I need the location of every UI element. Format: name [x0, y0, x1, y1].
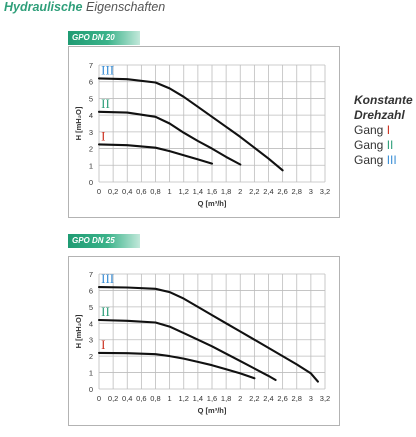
chart-2-model-tag: GPO DN 25: [68, 234, 140, 248]
x-tick-label: 2,4: [263, 187, 273, 196]
x-tick-label: 3: [309, 394, 313, 403]
page-title-bold: Hydraulische: [4, 0, 83, 14]
x-tick-label: 1,8: [221, 394, 231, 403]
y-tick-label: 4: [89, 111, 93, 120]
series-line-gang-3: [97, 77, 284, 172]
x-tick-label: 1,4: [193, 394, 203, 403]
x-tick-label: 1,8: [221, 187, 231, 196]
x-tick-label: 1,6: [207, 187, 217, 196]
x-tick-label: 2: [238, 187, 242, 196]
chart-2-svg: 0 0,2 0,4 0,6 0,8 1 1,2 1,4 1,6 1,8 2 2,2 2,4 2,6 2,8 3…: [74, 270, 330, 415]
page-title: Hydraulische Eigenschaften: [4, 0, 165, 14]
x-tick-label: 3,2: [320, 394, 330, 403]
y-tick-label: 6: [89, 78, 93, 87]
x-tick-label: 1: [168, 187, 172, 196]
x-tick-label: 0: [97, 394, 101, 403]
x-tick-label: 0,8: [150, 394, 160, 403]
legend-item-gang-1: Gang I: [354, 123, 413, 138]
legend-gang-word: Gang: [354, 153, 384, 167]
series-label-gang-3: III: [101, 62, 114, 77]
legend-gang-2-label: II: [386, 138, 394, 152]
x-tick-label: 2: [238, 394, 242, 403]
series-label-gang-1: I: [101, 128, 105, 143]
x-tick-label: 1: [168, 394, 172, 403]
chart-1-svg: 0 0,2 0,4 0,6 0,8 1 1,2 1,4 1,6 1,8 2 2,2 2,4 2,6 2,8 3…: [74, 61, 330, 208]
y-axis-label: H [mH₂O]: [74, 314, 83, 348]
series-line-gang-2: [97, 110, 242, 166]
y-tick-label: 1: [89, 369, 93, 378]
legend-gang-word: Gang: [354, 138, 384, 152]
legend-gang-3-label: III: [386, 153, 397, 167]
legend-gang-word: Gang: [354, 123, 384, 137]
x-tick-label: 0: [97, 187, 101, 196]
x-tick-label: 3: [309, 187, 313, 196]
legend: Konstante Drehzahl Gang I Gang II Gang I…: [354, 93, 413, 168]
x-tick-label: 2,6: [277, 394, 287, 403]
x-tick-label: 0,2: [108, 187, 118, 196]
x-tick-label: 2,2: [249, 187, 259, 196]
series-line-gang-3: [97, 286, 319, 383]
x-axis-label: Q [m³/h]: [198, 406, 227, 415]
x-tick-label: 2,2: [249, 394, 259, 403]
x-tick-label: 2,8: [292, 394, 302, 403]
y-tick-label: 2: [89, 352, 93, 361]
series-label-gang-1: I: [101, 337, 105, 352]
x-tick-label: 1,2: [179, 187, 189, 196]
x-tick-label: 1,4: [193, 187, 203, 196]
x-tick-label: 2,4: [263, 394, 273, 403]
chart-1-panel: 0 0,2 0,4 0,6 0,8 1 1,2 1,4 1,6 1,8 2 2,2 2,4 2,6 2,8 3…: [68, 46, 340, 218]
series-label-gang-3: III: [101, 271, 114, 286]
y-tick-label: 3: [89, 336, 93, 345]
x-tick-label: 0,6: [136, 394, 146, 403]
y-tick-label: 0: [89, 178, 93, 187]
y-tick-label: 1: [89, 161, 93, 170]
x-tick-label: 1,2: [179, 394, 189, 403]
legend-heading-1: Konstante: [354, 93, 413, 107]
x-tick-label: 0,6: [136, 187, 146, 196]
y-tick-label: 5: [89, 94, 93, 103]
chart-2-panel: 0 0,2 0,4 0,6 0,8 1 1,2 1,4 1,6 1,8 2 2,2 2,4 2,6 2,8 3…: [68, 256, 340, 426]
series-label-gang-2: II: [101, 304, 110, 319]
y-tick-label: 7: [89, 61, 93, 70]
page-title-rest: Eigenschaften: [86, 0, 166, 14]
y-tick-label: 6: [89, 286, 93, 295]
x-axis-label: Q [m³/h]: [198, 199, 227, 208]
series-line-gang-2: [97, 318, 277, 382]
x-tick-label: 1,6: [207, 394, 217, 403]
y-axis-label: H [mH₂O]: [74, 106, 83, 140]
legend-item-gang-3: Gang III: [354, 153, 413, 168]
y-tick-label: 2: [89, 145, 93, 154]
x-tick-label: 2,6: [277, 187, 287, 196]
series-line-gang-1: [97, 143, 214, 165]
x-tick-label: 0,2: [108, 394, 118, 403]
x-tick-label: 0,8: [150, 187, 160, 196]
series-label-gang-2: II: [101, 96, 110, 111]
x-tick-label: 3,2: [320, 187, 330, 196]
y-tick-label: 5: [89, 303, 93, 312]
series-line-gang-1: [97, 351, 256, 380]
legend-gang-1-label: I: [386, 123, 391, 137]
chart-1-model-tag: GPO DN 20: [68, 31, 140, 45]
legend-item-gang-2: Gang II: [354, 138, 413, 153]
x-tick-label: 0,4: [122, 187, 132, 196]
y-tick-label: 7: [89, 270, 93, 279]
y-tick-label: 3: [89, 128, 93, 137]
legend-heading-2: Drehzahl: [354, 108, 405, 122]
y-tick-label: 0: [89, 385, 93, 394]
x-tick-label: 2,8: [292, 187, 302, 196]
y-tick-label: 4: [89, 319, 93, 328]
x-tick-label: 0,4: [122, 394, 132, 403]
